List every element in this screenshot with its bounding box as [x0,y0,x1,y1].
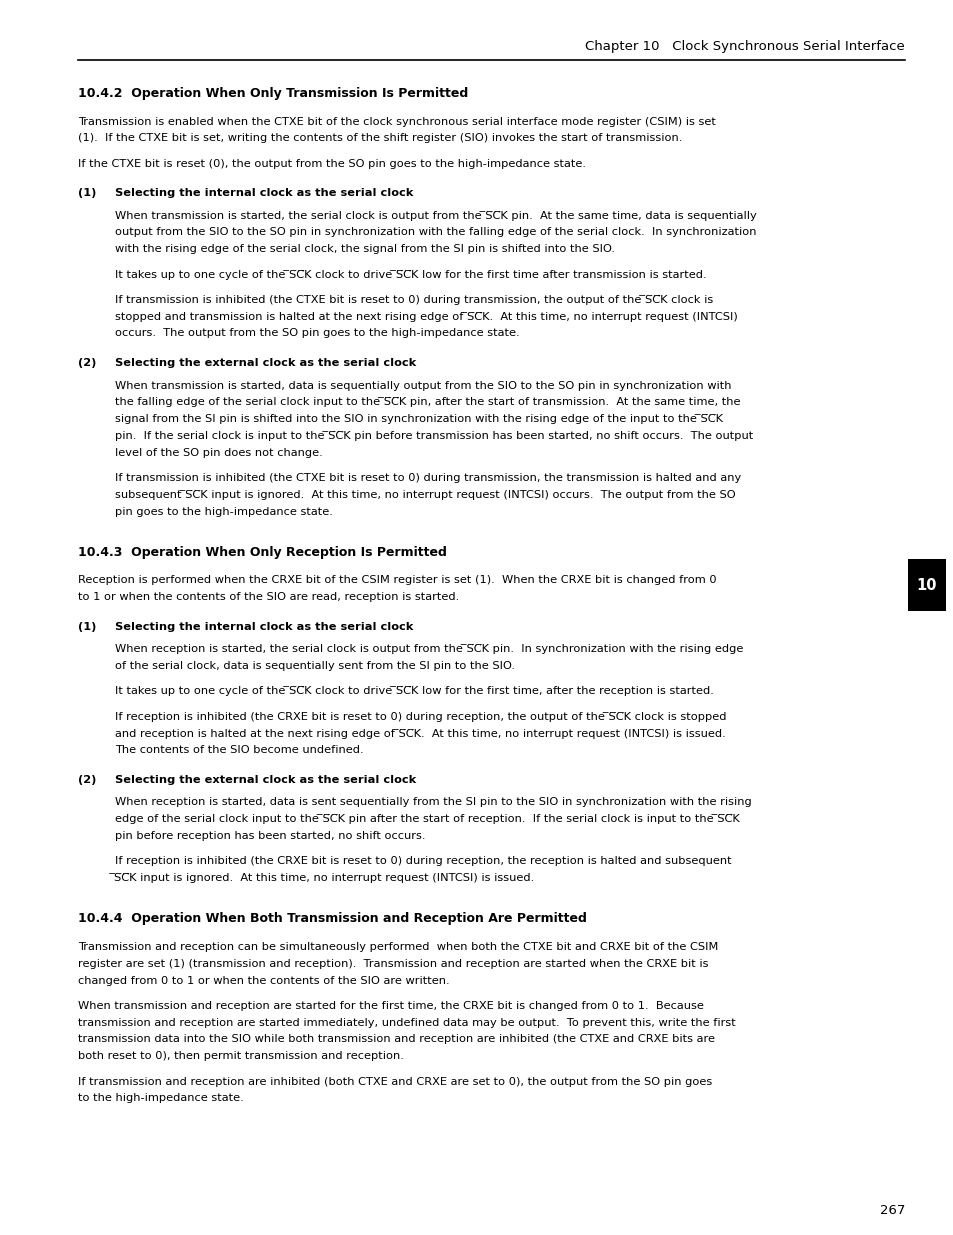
Text: Transmission and reception can be simultaneously performed  when both the CTXE b: Transmission and reception can be simult… [78,942,718,952]
Text: If transmission is inhibited (the CTXE bit is reset to 0) during transmission, t: If transmission is inhibited (the CTXE b… [115,473,740,483]
Text: changed from 0 to 1 or when the contents of the SIO are written.: changed from 0 to 1 or when the contents… [78,976,449,986]
Text: When reception is started, the serial clock is output from the ̅S̅C̅K pin.  In s: When reception is started, the serial cl… [115,645,742,655]
Text: register are set (1) (transmission and reception).  Transmission and reception a: register are set (1) (transmission and r… [78,958,708,968]
Text: When transmission and reception are started for the first time, the CRXE bit is : When transmission and reception are star… [78,1000,703,1011]
Text: stopped and transmission is halted at the next rising edge of ̅S̅C̅K.  At this t: stopped and transmission is halted at th… [115,311,737,321]
Text: (2): (2) [78,358,96,368]
Text: Selecting the external clock as the serial clock: Selecting the external clock as the seri… [115,358,416,368]
Text: If reception is inhibited (the CRXE bit is reset to 0) during reception, the out: If reception is inhibited (the CRXE bit … [115,711,726,721]
Text: When reception is started, data is sent sequentially from the SI pin to the SIO : When reception is started, data is sent … [115,798,751,808]
Text: output from the SIO to the SO pin in synchronization with the falling edge of th: output from the SIO to the SO pin in syn… [115,227,756,237]
Text: both reset to 0), then permit transmission and reception.: both reset to 0), then permit transmissi… [78,1051,403,1061]
Text: If transmission is inhibited (the CTXE bit is reset to 0) during transmission, t: If transmission is inhibited (the CTXE b… [115,295,713,305]
Text: transmission and reception are started immediately, undefined data may be output: transmission and reception are started i… [78,1018,735,1028]
Text: occurs.  The output from the SO pin goes to the high-impedance state.: occurs. The output from the SO pin goes … [115,329,519,338]
Text: to 1 or when the contents of the SIO are read, reception is started.: to 1 or when the contents of the SIO are… [78,593,458,603]
Text: of the serial clock, data is sequentially sent from the SI pin to the SIO.: of the serial clock, data is sequentiall… [115,661,515,671]
Text: 267: 267 [879,1204,904,1216]
Text: (1).  If the CTXE bit is set, writing the contents of the shift register (SIO) i: (1). If the CTXE bit is set, writing the… [78,133,681,143]
Text: (2): (2) [78,774,96,784]
Text: transmission data into the SIO while both transmission and reception are inhibit: transmission data into the SIO while bot… [78,1035,714,1045]
Text: It takes up to one cycle of the ̅S̅C̅K clock to drive ̅S̅C̅K low for the first t: It takes up to one cycle of the ̅S̅C̅K c… [115,687,713,697]
Text: 10.4.2  Operation When Only Transmission Is Permitted: 10.4.2 Operation When Only Transmission … [78,86,468,100]
Text: When transmission is started, data is sequentially output from the SIO to the SO: When transmission is started, data is se… [115,380,731,390]
Text: pin before reception has been started, no shift occurs.: pin before reception has been started, n… [115,831,425,841]
Text: to the high-impedance state.: to the high-impedance state. [78,1093,244,1103]
Text: If the CTXE bit is reset (0), the output from the SO pin goes to the high-impeda: If the CTXE bit is reset (0), the output… [78,158,585,169]
Text: (1): (1) [78,621,96,631]
Text: pin.  If the serial clock is input to the ̅S̅C̅K pin before transmission has bee: pin. If the serial clock is input to the… [115,431,753,441]
Text: (1): (1) [78,188,96,198]
Text: Transmission is enabled when the CTXE bit of the clock synchronous serial interf: Transmission is enabled when the CTXE bi… [78,116,715,126]
Text: It takes up to one cycle of the ̅S̅C̅K clock to drive ̅S̅C̅K low for the first t: It takes up to one cycle of the ̅S̅C̅K c… [115,269,706,279]
Text: level of the SO pin does not change.: level of the SO pin does not change. [115,448,322,458]
Text: Chapter 10   Clock Synchronous Serial Interface: Chapter 10 Clock Synchronous Serial Inte… [584,40,904,53]
Text: 10.4.3  Operation When Only Reception Is Permitted: 10.4.3 Operation When Only Reception Is … [78,546,446,559]
Text: The contents of the SIO become undefined.: The contents of the SIO become undefined… [115,746,363,756]
Text: pin goes to the high-impedance state.: pin goes to the high-impedance state. [115,506,333,516]
Text: ̅S̅C̅K input is ignored.  At this time, no interrupt request (INTCSI) is issued.: ̅S̅C̅K input is ignored. At this time, n… [115,873,535,883]
Text: Selecting the external clock as the serial clock: Selecting the external clock as the seri… [115,774,416,784]
Text: Reception is performed when the CRXE bit of the CSIM register is set (1).  When : Reception is performed when the CRXE bit… [78,576,716,585]
Text: Selecting the internal clock as the serial clock: Selecting the internal clock as the seri… [115,188,413,198]
Text: edge of the serial clock input to the ̅S̅C̅K pin after the start of reception.  : edge of the serial clock input to the ̅S… [115,814,739,824]
Text: When transmission is started, the serial clock is output from the ̅S̅C̅K pin.  A: When transmission is started, the serial… [115,211,756,221]
Text: and reception is halted at the next rising edge of ̅S̅C̅K.  At this time, no int: and reception is halted at the next risi… [115,729,725,739]
Text: signal from the SI pin is shifted into the SIO in synchronization with the risin: signal from the SI pin is shifted into t… [115,414,722,424]
Text: 10: 10 [916,578,936,593]
Text: If transmission and reception are inhibited (both CTXE and CRXE are set to 0), t: If transmission and reception are inhibi… [78,1077,712,1087]
Text: subsequent ̅S̅C̅K input is ignored.  At this time, no interrupt request (INTCSI): subsequent ̅S̅C̅K input is ignored. At t… [115,490,735,500]
Bar [907,559,945,611]
Text: the falling edge of the serial clock input to the ̅S̅C̅K pin, after the start of: the falling edge of the serial clock inp… [115,398,740,408]
Text: If reception is inhibited (the CRXE bit is reset to 0) during reception, the rec: If reception is inhibited (the CRXE bit … [115,856,731,867]
Text: 10.4.4  Operation When Both Transmission and Reception Are Permitted: 10.4.4 Operation When Both Transmission … [78,913,586,925]
Text: Selecting the internal clock as the serial clock: Selecting the internal clock as the seri… [115,621,413,631]
Text: with the rising edge of the serial clock, the signal from the SI pin is shifted : with the rising edge of the serial clock… [115,245,615,254]
